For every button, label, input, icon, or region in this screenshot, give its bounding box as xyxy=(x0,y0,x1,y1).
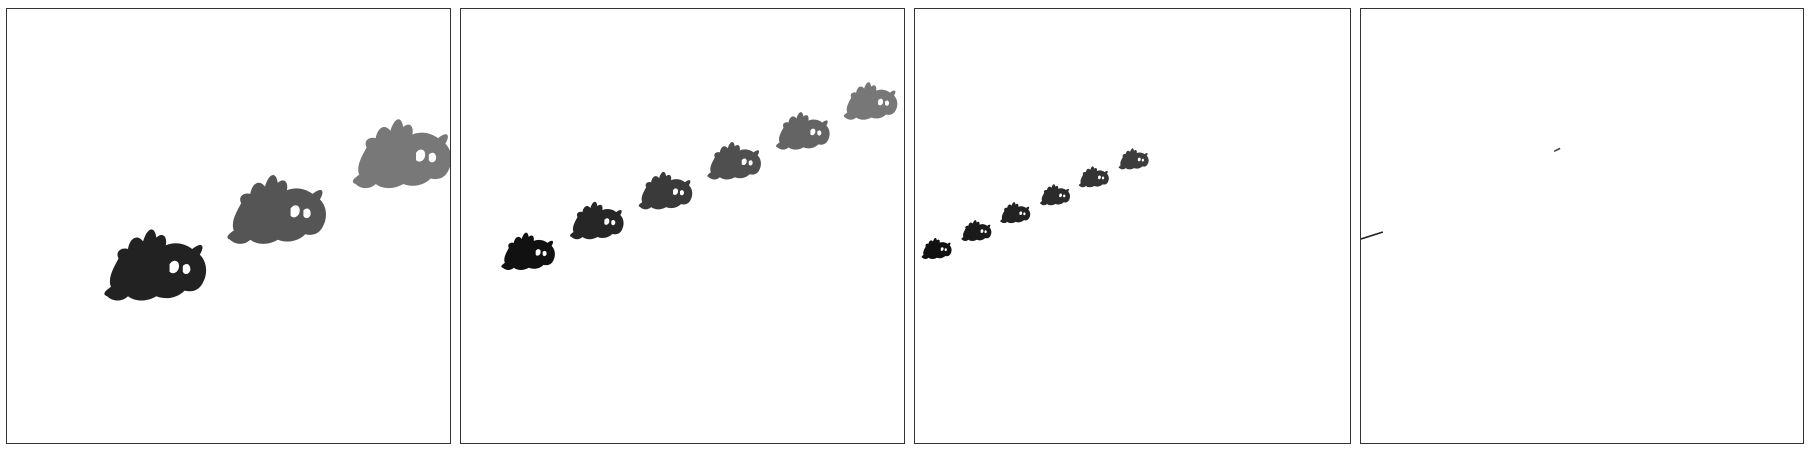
creature-copy-4 xyxy=(707,142,761,180)
creature-copy-2 xyxy=(570,201,624,240)
panel-4 xyxy=(1360,8,1804,444)
creature-copy-1 xyxy=(921,237,952,259)
creature-copy-3 xyxy=(352,119,450,189)
speck-2 xyxy=(1553,147,1561,153)
creature-copy-2 xyxy=(961,220,992,242)
creature-copy-2 xyxy=(227,174,326,244)
creature-copy-6 xyxy=(843,82,898,120)
panel-4-canvas xyxy=(1361,147,1561,240)
creature-copy-4 xyxy=(1040,184,1071,206)
speck-1 xyxy=(1361,231,1384,240)
creature-copy-5 xyxy=(776,112,830,150)
creature-copy-1 xyxy=(104,229,207,301)
creature-copy-1 xyxy=(501,232,555,271)
panel-2 xyxy=(460,8,905,444)
panel-2-canvas xyxy=(501,82,898,271)
panel-3-canvas xyxy=(921,148,1149,259)
creature-copy-3 xyxy=(1000,202,1031,224)
panel-1-canvas xyxy=(104,119,450,301)
creature-copy-6 xyxy=(1118,148,1149,170)
creature-copy-3 xyxy=(638,171,693,210)
panel-3 xyxy=(914,8,1351,444)
panel-1 xyxy=(6,8,451,444)
creature-copy-5 xyxy=(1078,166,1109,188)
